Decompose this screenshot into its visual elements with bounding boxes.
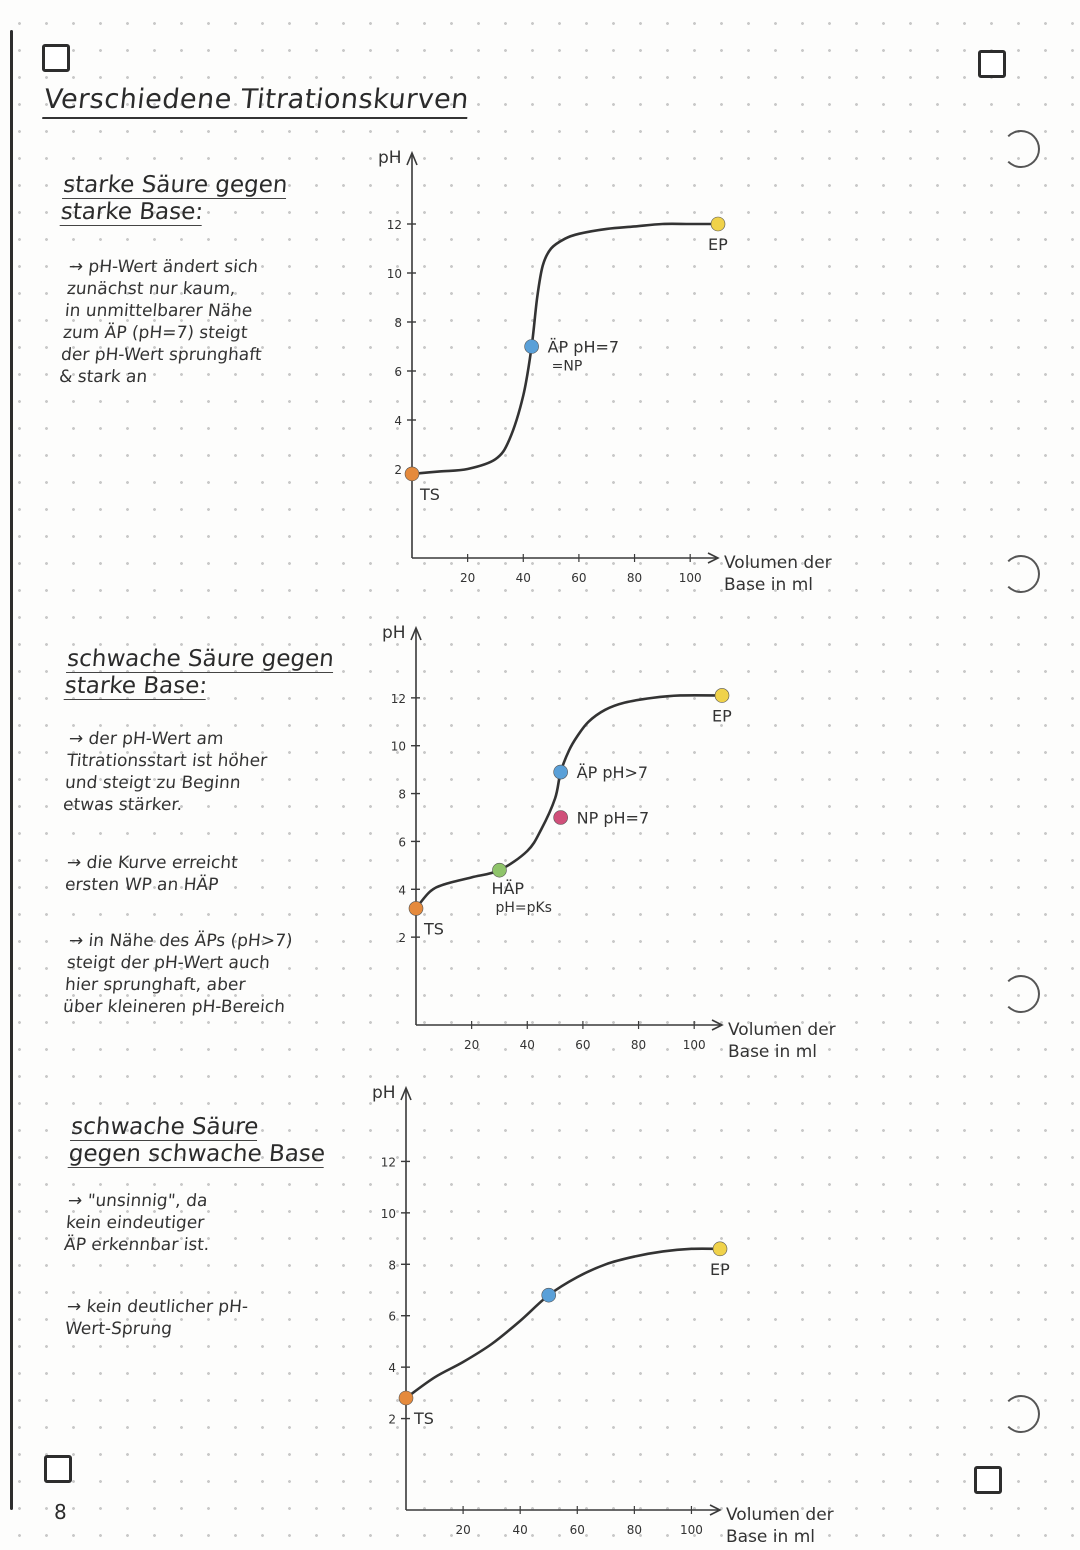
corner-top-right-icon xyxy=(978,50,1006,78)
x-tick-label: 40 xyxy=(513,1523,528,1537)
point-label: TS xyxy=(419,485,440,504)
point-label: EP xyxy=(708,235,728,254)
x-tick-label: 100 xyxy=(679,571,702,585)
x-axis-arrow-icon xyxy=(709,1504,722,1516)
x-tick-label: 40 xyxy=(516,571,531,585)
x-tick-label: 40 xyxy=(520,1038,535,1052)
titration-curve xyxy=(410,222,720,476)
curve-point-marker xyxy=(553,810,568,825)
x-axis-label: Volumen der xyxy=(724,553,832,573)
x-axis-label: Base in ml xyxy=(728,1042,817,1062)
curve-point-marker xyxy=(541,1287,557,1303)
y-tick-label: 4 xyxy=(394,414,402,428)
curve-point-marker xyxy=(714,688,730,703)
point-label: ÄP pH=7 xyxy=(548,338,619,357)
x-tick-label: 60 xyxy=(571,571,586,585)
binder-ring-icon xyxy=(1002,130,1040,168)
curve-point-marker xyxy=(404,466,420,482)
y-tick-label: 2 xyxy=(398,931,406,945)
y-tick-label: 4 xyxy=(398,883,406,897)
x-axis-label: Base in ml xyxy=(724,575,813,595)
x-tick-label: 80 xyxy=(627,571,642,585)
corner-top-left-icon xyxy=(42,44,70,72)
y-axis-arrow-icon xyxy=(400,1085,412,1101)
x-axis-arrow-icon xyxy=(711,1019,724,1031)
curve-point-marker xyxy=(524,339,539,354)
x-tick-label: 100 xyxy=(683,1038,706,1052)
binder-ring-icon xyxy=(1002,975,1040,1013)
y-axis-label: pH xyxy=(378,148,402,168)
binder-ring-icon xyxy=(1002,1395,1040,1433)
curve-point-marker xyxy=(712,1241,728,1257)
y-tick-label: 4 xyxy=(388,1361,396,1375)
point-label: TS xyxy=(423,919,444,938)
y-tick-label: 6 xyxy=(394,365,402,379)
titration-curve xyxy=(404,1247,722,1400)
x-tick-label: 20 xyxy=(455,1523,470,1537)
y-tick-label: 10 xyxy=(391,740,406,754)
x-tick-label: 20 xyxy=(460,571,475,585)
x-axis-arrow-icon xyxy=(707,552,720,564)
curve-point-marker xyxy=(492,862,507,878)
y-tick-label: 2 xyxy=(388,1413,396,1427)
x-tick-label: 80 xyxy=(631,1038,646,1052)
point-label: NP pH=7 xyxy=(577,809,649,828)
y-tick-label: 12 xyxy=(387,218,402,232)
curve-point-marker xyxy=(408,901,424,916)
y-tick-label: 12 xyxy=(381,1155,396,1169)
page-number: 8 xyxy=(54,1500,67,1524)
curve-point-marker xyxy=(553,764,568,780)
point-label: HÄP xyxy=(491,879,524,898)
y-tick-label: 2 xyxy=(394,463,402,477)
y-axis-label: pH xyxy=(372,1083,396,1103)
x-tick-label: 60 xyxy=(570,1523,585,1537)
point-label: ÄP pH>7 xyxy=(577,763,648,782)
margin-line xyxy=(10,30,13,1510)
corner-bottom-left-icon xyxy=(44,1455,72,1483)
y-axis-arrow-icon xyxy=(406,150,418,166)
y-tick-label: 6 xyxy=(398,835,406,849)
x-tick-label: 60 xyxy=(575,1038,590,1052)
point-label: EP xyxy=(710,1260,730,1279)
x-axis-label: Volumen der xyxy=(726,1505,834,1525)
y-tick-label: 8 xyxy=(398,788,406,802)
y-tick-label: 8 xyxy=(394,316,402,330)
y-tick-label: 8 xyxy=(388,1258,396,1272)
corner-bottom-right-icon xyxy=(974,1466,1002,1494)
y-tick-label: 6 xyxy=(388,1310,396,1324)
y-tick-label: 12 xyxy=(391,692,406,706)
curve-point-marker xyxy=(710,216,726,232)
y-tick-label: 10 xyxy=(387,267,402,281)
point-label: EP xyxy=(712,706,732,725)
x-axis-label: Base in ml xyxy=(726,1527,815,1547)
binder-ring-icon xyxy=(1002,555,1040,593)
x-tick-label: 80 xyxy=(627,1523,642,1537)
y-axis-label: pH xyxy=(382,623,406,643)
y-tick-label: 10 xyxy=(381,1207,396,1221)
x-tick-label: 20 xyxy=(464,1038,479,1052)
point-sublabel: pH=pKs xyxy=(495,900,552,916)
titration-curve xyxy=(414,693,724,910)
point-label: TS xyxy=(413,1409,434,1428)
x-tick-label: 100 xyxy=(680,1523,703,1537)
y-axis-arrow-icon xyxy=(410,625,422,641)
point-sublabel: =NP xyxy=(552,359,583,375)
x-axis-label: Volumen der xyxy=(728,1020,836,1040)
curve-point-marker xyxy=(398,1390,414,1406)
